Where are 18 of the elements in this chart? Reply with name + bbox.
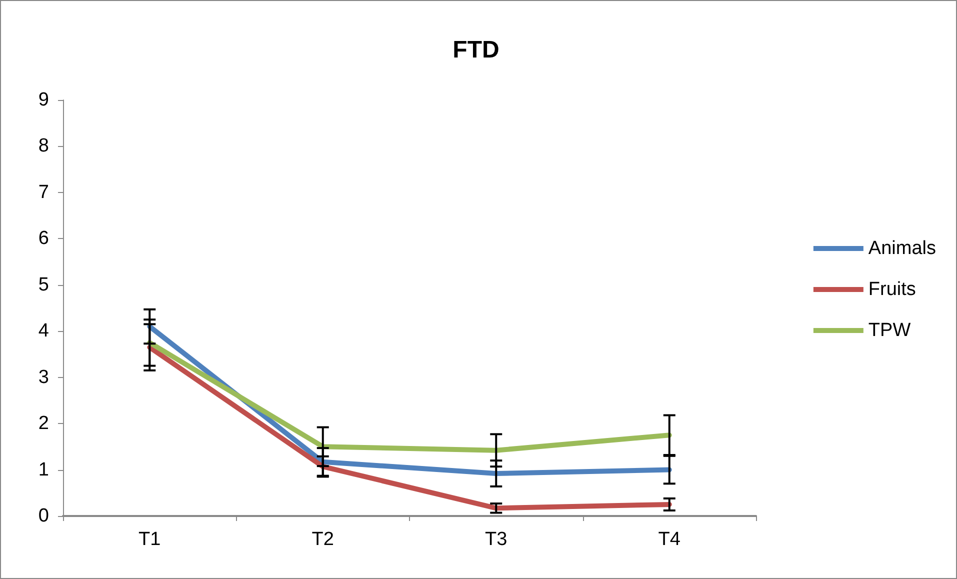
y-tick-label: 9	[38, 90, 49, 110]
legend-label: Animals	[868, 238, 936, 259]
y-tick-label: 4	[38, 320, 50, 342]
x-tick-label: T1	[138, 529, 161, 550]
y-tick-label: 8	[38, 136, 49, 157]
x-tick-label: T2	[312, 529, 334, 550]
legend-label: TPW	[868, 320, 911, 341]
x-tick-label: T4	[658, 529, 681, 550]
y-tick-label: 7	[38, 182, 49, 203]
legend-label: Fruits	[868, 279, 916, 300]
y-tick-label: 3	[38, 366, 49, 388]
y-tick-label: 6	[38, 228, 49, 250]
y-tick-label: 0	[38, 506, 49, 526]
x-tick-label: T3	[485, 529, 508, 550]
y-tick-label: 5	[38, 274, 49, 296]
y-tick-label: 1	[38, 459, 49, 480]
chart-title: FTD	[452, 36, 500, 64]
y-tick-label: 2	[38, 413, 49, 434]
